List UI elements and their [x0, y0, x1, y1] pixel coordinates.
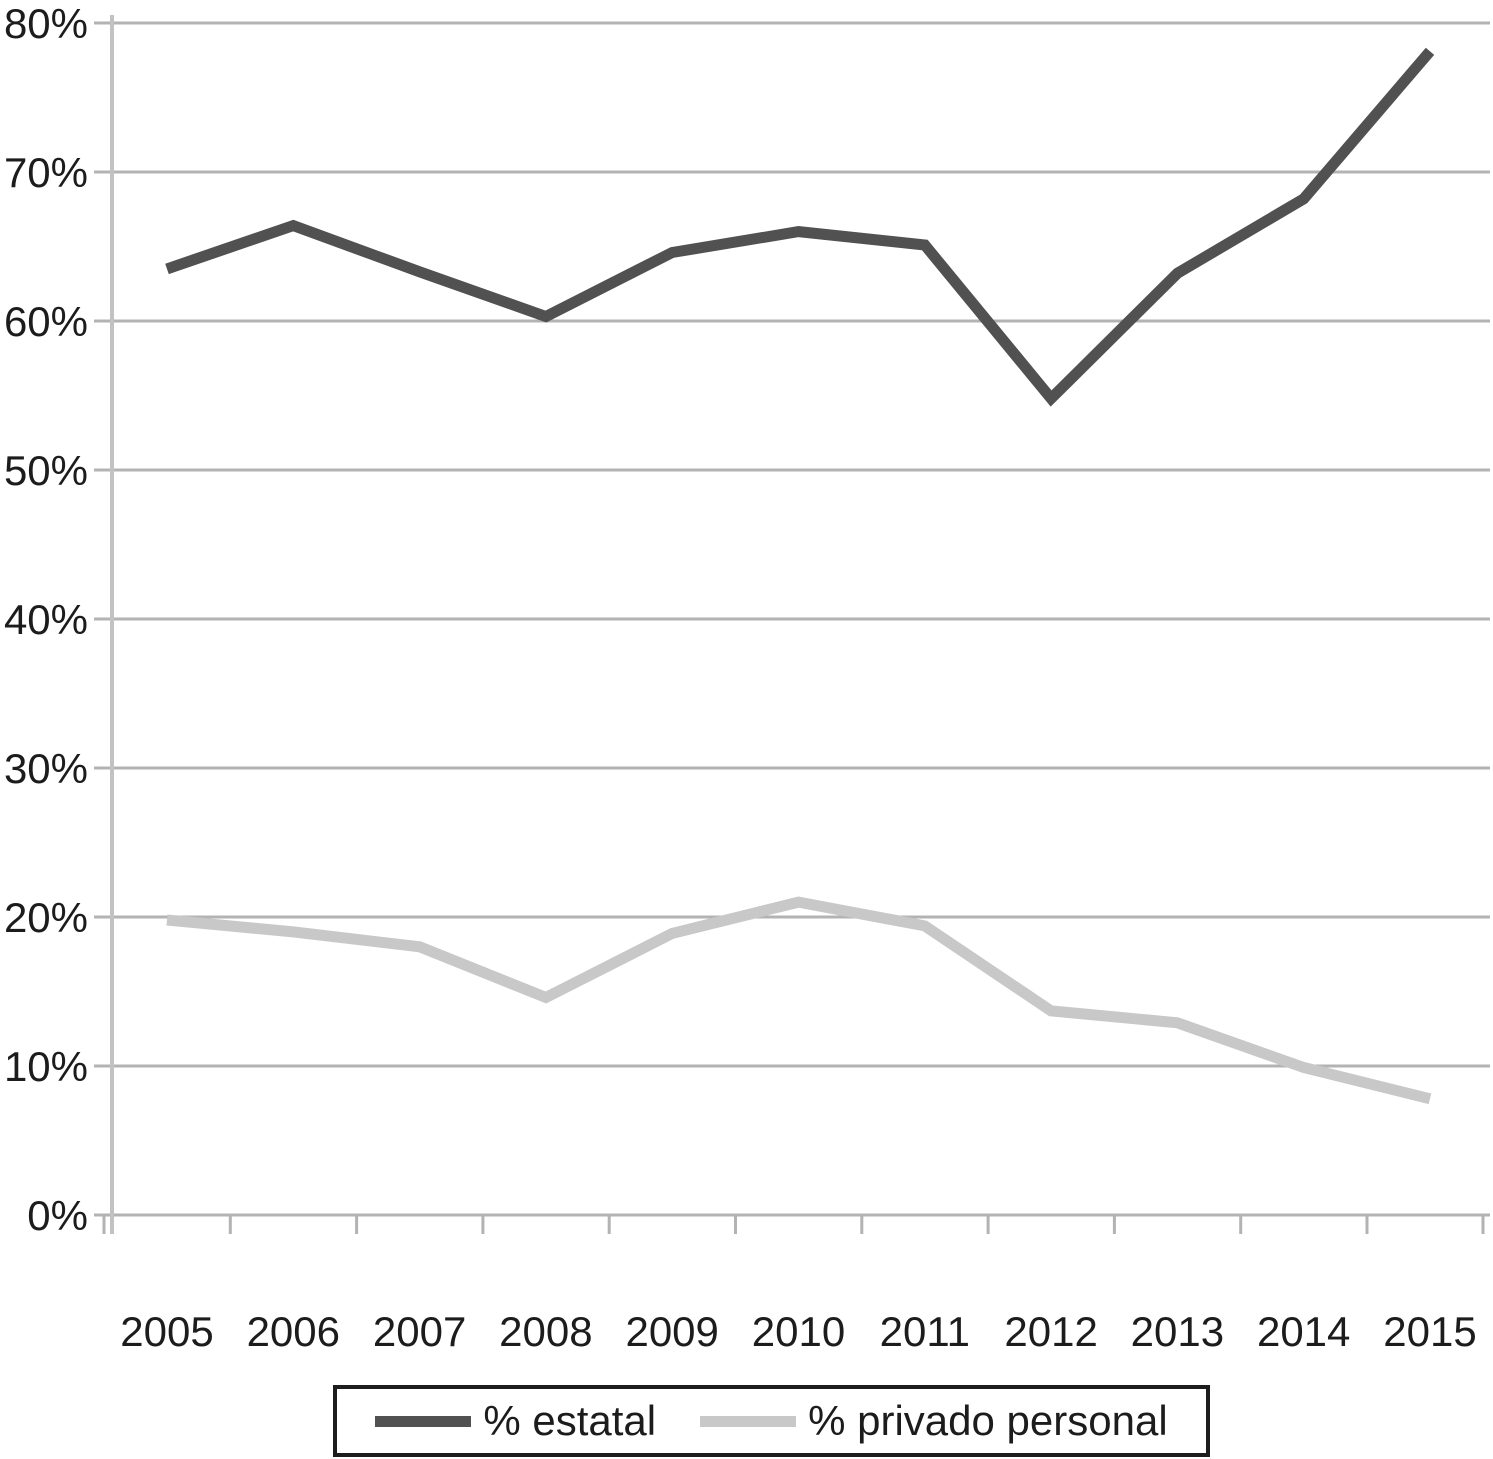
- x-axis-label: 2015: [1383, 1308, 1476, 1355]
- estatal-line-swatch: [375, 1415, 472, 1427]
- x-axis-label: 2014: [1257, 1308, 1350, 1355]
- x-axis-label: 2013: [1131, 1308, 1224, 1355]
- y-axis-label: 20%: [4, 894, 88, 941]
- x-axis-label: 2010: [752, 1308, 845, 1355]
- y-axis-label: 10%: [4, 1043, 88, 1090]
- estatal-line: [165, 47, 1435, 407]
- x-axis-group: [102, 1215, 1485, 1234]
- legend: % estatal % privado personal: [333, 1385, 1210, 1457]
- y-axis-label: 80%: [4, 0, 88, 47]
- x-axis-label: 2009: [625, 1308, 718, 1355]
- x-axis-label: 2006: [247, 1308, 340, 1355]
- y-axis-label: 70%: [4, 149, 88, 196]
- y-axis-group: [94, 15, 114, 1234]
- x-axis-label: 2012: [1004, 1308, 1097, 1355]
- y-axis-label: 50%: [4, 447, 88, 494]
- x-axis-label: 2008: [499, 1308, 592, 1355]
- gridlines-group: [112, 21, 1490, 1217]
- y-axis-label: 60%: [4, 298, 88, 345]
- privado-personal-line: [166, 896, 1432, 1105]
- y-axis-label: 30%: [4, 745, 88, 792]
- y-axis-label: 40%: [4, 596, 88, 643]
- privado-personal-line-swatch: [700, 1415, 797, 1427]
- legend-label-privado-personal: % privado personal: [808, 1397, 1168, 1444]
- x-axis-label: 2005: [120, 1308, 213, 1355]
- legend-label-estatal: % estatal: [483, 1397, 657, 1444]
- legend-item-estatal: % estatal: [375, 1400, 656, 1442]
- x-axis-label: 2007: [373, 1308, 466, 1355]
- legend-item-privado-personal: % privado personal: [700, 1400, 1168, 1442]
- axis-labels-group: 0% 10% 20% 30% 40% 50% 60% 70% 80% 2005 2006 2007 20…: [4, 0, 1477, 1355]
- x-axis-label: 2011: [880, 1308, 970, 1355]
- series-group: [165, 47, 1435, 1105]
- y-axis-label: 0%: [27, 1192, 88, 1239]
